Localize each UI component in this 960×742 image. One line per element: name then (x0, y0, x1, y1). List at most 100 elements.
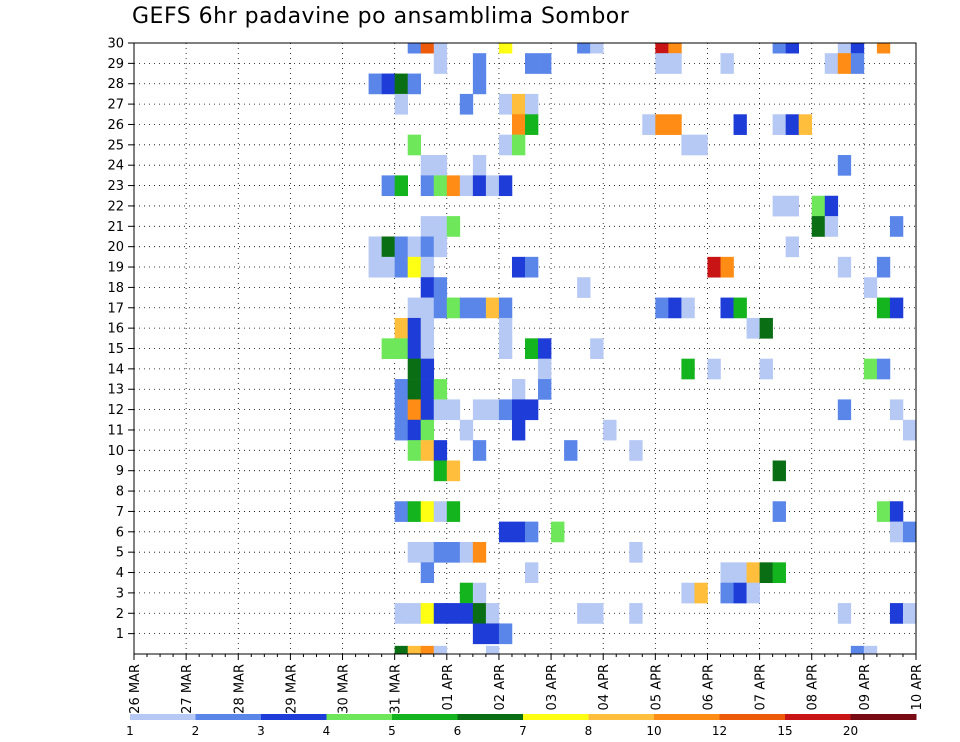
heatmap-cell (772, 460, 786, 482)
heatmap-cell (538, 379, 552, 400)
heatmap-cell (720, 297, 734, 319)
heatmap-cell (394, 419, 408, 441)
heatmap-cell (407, 134, 422, 156)
heatmap-cell (772, 43, 786, 54)
heatmap-cell (407, 603, 422, 624)
heatmap-cell (525, 338, 539, 359)
heatmap-cell (459, 541, 474, 563)
heatmap-cell (472, 399, 487, 421)
heatmap-cell (629, 541, 643, 563)
colorbar-swatch (457, 714, 524, 720)
heatmap-cell (433, 440, 448, 461)
heatmap-cell (433, 236, 448, 258)
heatmap-cell (420, 645, 435, 655)
heatmap-cell (472, 623, 487, 645)
heatmap-cell (824, 195, 839, 217)
y-tick-label: 15 (107, 342, 124, 357)
heatmap-cell (681, 358, 695, 380)
heatmap-cell (668, 114, 682, 135)
heatmap-cell (498, 175, 513, 197)
heatmap-cell (407, 399, 422, 421)
colorbar-swatch (195, 714, 262, 720)
heatmap-cell (824, 53, 839, 74)
heatmap-cell (433, 43, 448, 54)
colorbar-label: 3 (257, 724, 265, 738)
heatmap-cell (420, 256, 435, 278)
y-axis-ticks: 1234567891011121314151617181920212223242… (107, 37, 134, 642)
heatmap-cell (511, 399, 526, 421)
heatmap-cell (368, 73, 382, 95)
heatmap-cell (459, 297, 474, 319)
heatmap-cell (446, 399, 461, 421)
heatmap-cell (381, 236, 395, 258)
x-tick-label: 01 APR (441, 664, 456, 710)
heatmap-cell (485, 645, 500, 655)
heatmap-cell (538, 53, 552, 74)
heatmap-cell (498, 93, 513, 115)
heatmap-cell (538, 358, 552, 380)
heatmap-cell (485, 399, 500, 421)
heatmap-cell (368, 236, 382, 258)
colorbar-swatch (850, 714, 917, 720)
colorbar-swatch (588, 714, 655, 720)
x-tick-label: 09 APR (858, 664, 873, 710)
heatmap-cell (407, 645, 422, 655)
heatmap-cell (394, 338, 408, 359)
heatmap-cell (394, 645, 408, 655)
heatmap-cell (420, 317, 435, 339)
heatmap-cell (759, 562, 773, 584)
heatmap-cell (707, 358, 721, 380)
heatmap-cell (459, 419, 474, 441)
heatmap-cell (525, 256, 539, 278)
heatmap-cell (446, 541, 461, 563)
y-tick-label: 13 (107, 383, 124, 398)
colorbar-swatch (654, 714, 720, 720)
heatmap-cell (772, 114, 786, 135)
x-tick-label: 26 MAR (128, 664, 143, 714)
heatmap-cell (498, 297, 513, 319)
heatmap-cell (876, 43, 891, 54)
heatmap-cell (459, 175, 474, 197)
x-tick-label: 30 MAR (337, 664, 352, 714)
colorbar-label: 12 (712, 724, 727, 738)
heatmap-cell (407, 419, 422, 441)
heatmap-cell (902, 419, 917, 441)
heatmap-cell (420, 379, 435, 400)
heatmap-cell (577, 43, 591, 54)
heatmap-cell (459, 582, 474, 604)
x-tick-label: 03 APR (545, 664, 560, 710)
heatmap-cell (772, 562, 786, 584)
heatmap-cell (420, 501, 435, 522)
heatmap-cell (577, 277, 591, 298)
heatmap-cell (837, 53, 852, 74)
heatmap-cell (889, 501, 904, 522)
y-tick-label: 22 (107, 199, 124, 214)
heatmap-cell (472, 175, 487, 197)
heatmap-cell (902, 521, 917, 543)
heatmap-cell (889, 216, 904, 237)
heatmap-cell (433, 399, 448, 421)
colorbar-swatch (326, 714, 393, 720)
heatmap-cell (863, 358, 878, 380)
heatmap-cell (394, 603, 408, 624)
colorbar-label: 10 (646, 724, 661, 738)
heatmap-cell (694, 134, 708, 156)
heatmap-cell (394, 399, 408, 421)
colorbar-swatch (392, 714, 458, 720)
heatmap-cell (746, 582, 760, 604)
heatmap-cell (433, 297, 448, 319)
heatmap-cell (459, 93, 474, 115)
heatmap-cell (420, 541, 435, 563)
heatmap-cell (394, 73, 408, 95)
heatmap-cell (889, 603, 904, 624)
heatmap-cell (876, 297, 891, 319)
y-tick-label: 26 (107, 118, 124, 133)
colorbar-label: 8 (585, 724, 593, 738)
colorbar-swatch (785, 714, 851, 720)
heatmap-cell (655, 114, 669, 135)
heatmap-cell (420, 236, 435, 258)
heatmap-cell (511, 256, 526, 278)
heatmap-cell (472, 53, 487, 74)
y-tick-label: 21 (107, 220, 124, 235)
colorbar-swatch (130, 714, 196, 720)
